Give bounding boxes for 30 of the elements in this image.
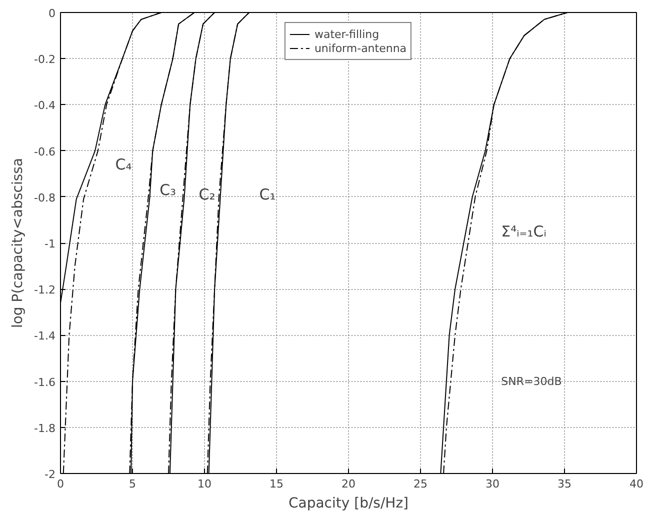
annotation: SNR=30dB [501, 374, 562, 388]
x-tick-label: 30 [486, 478, 500, 490]
y-tick-label: -1.8 [34, 422, 56, 435]
y-tick-label: -1 [44, 238, 56, 250]
y-tick-label: 0 [48, 7, 56, 20]
annotation: Σ⁴ᵢ₌₁Cᵢ [501, 222, 546, 240]
y-tick-label: -0.4 [34, 99, 56, 112]
legend-label: water-filling [314, 27, 380, 41]
annotation: C₄ [115, 156, 132, 174]
y-tick-label: -0.6 [34, 145, 56, 158]
y-axis-title: log P(capacity<abscissa [10, 158, 26, 328]
x-tick-label: 10 [198, 478, 212, 490]
x-tick-label: 40 [630, 478, 644, 490]
x-tick-label: 5 [129, 478, 136, 490]
y-tick-label: -1.6 [34, 376, 56, 389]
y-tick-label: -2 [44, 468, 56, 481]
x-tick-label: 15 [270, 478, 284, 490]
y-tick-label: -1.4 [34, 330, 56, 343]
y-tick-label: -1.2 [34, 284, 56, 297]
annotation: C₁ [259, 186, 276, 204]
x-tick-label: 25 [414, 478, 428, 490]
x-tick-label: 20 [342, 478, 356, 490]
x-tick-label: 35 [558, 478, 572, 490]
y-tick-label: -0.8 [34, 191, 56, 204]
annotation: C₂ [198, 186, 216, 204]
y-tick-label: -0.2 [34, 53, 56, 66]
x-axis-title: Capacity [b/s/Hz] [288, 496, 409, 512]
x-tick-label: 0 [57, 478, 64, 490]
annotation: C₃ [160, 180, 176, 199]
legend-label: uniform-antenna [314, 41, 407, 55]
